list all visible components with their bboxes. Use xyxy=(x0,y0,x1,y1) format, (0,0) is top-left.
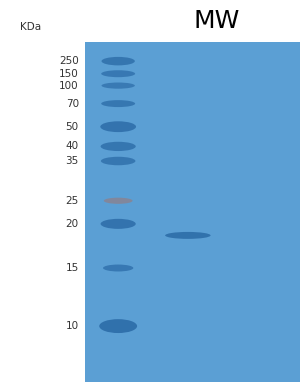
Text: 15: 15 xyxy=(65,263,79,273)
Text: 20: 20 xyxy=(66,219,79,229)
Text: 25: 25 xyxy=(65,196,79,206)
Ellipse shape xyxy=(101,157,135,165)
Text: 50: 50 xyxy=(66,122,79,132)
Text: 10: 10 xyxy=(66,321,79,331)
Ellipse shape xyxy=(101,142,136,151)
Text: 40: 40 xyxy=(66,141,79,151)
Text: KDa: KDa xyxy=(20,22,41,32)
Text: 70: 70 xyxy=(66,98,79,108)
Ellipse shape xyxy=(103,264,133,271)
Ellipse shape xyxy=(101,70,135,77)
Text: 150: 150 xyxy=(59,69,79,79)
Text: 250: 250 xyxy=(59,56,79,66)
Text: 35: 35 xyxy=(65,156,79,166)
Bar xyxy=(85,42,300,382)
Ellipse shape xyxy=(102,57,135,65)
Ellipse shape xyxy=(101,219,136,229)
Ellipse shape xyxy=(165,232,211,239)
Ellipse shape xyxy=(100,121,136,132)
Ellipse shape xyxy=(99,319,137,333)
Text: MW: MW xyxy=(193,9,240,33)
Ellipse shape xyxy=(101,100,135,107)
Text: 100: 100 xyxy=(59,81,79,91)
Ellipse shape xyxy=(104,198,133,204)
Ellipse shape xyxy=(102,83,135,89)
